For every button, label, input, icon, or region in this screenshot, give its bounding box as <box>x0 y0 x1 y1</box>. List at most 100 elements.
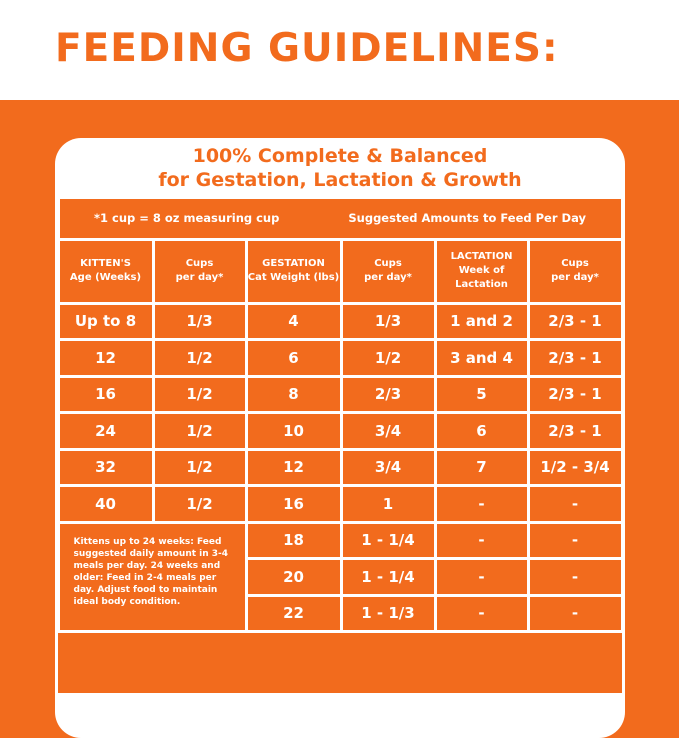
cell-text: 1/2 <box>186 458 213 477</box>
table-cell: 24 <box>59 414 152 448</box>
table-cell: 2/3 <box>342 377 434 411</box>
table-cell: 6 <box>247 341 340 375</box>
header-band <box>0 0 679 100</box>
table-cell: 1/2 <box>154 414 245 448</box>
cell-text: 2/3 <box>374 385 402 404</box>
table-cell: 12 <box>247 450 340 484</box>
cell-text: 1/2 <box>186 385 213 404</box>
cell-text: 12 <box>95 348 116 367</box>
table-cell: - <box>436 596 527 630</box>
note-cell: Kittens up to 24 weeks: Feed suggested d… <box>59 523 245 630</box>
table-cell: 2/3 - 1 <box>529 304 621 338</box>
table-cell: - <box>529 523 621 557</box>
cell-text: 16 <box>95 385 116 404</box>
cell-text: 1/2 - 3/4 <box>540 458 610 477</box>
cell-text: 12 <box>283 458 304 477</box>
cell-text: 1/3 <box>374 312 402 331</box>
cell-text: - <box>478 604 485 623</box>
cell-text: 10 <box>283 421 304 440</box>
table-cell: 3 and 4 <box>436 341 527 375</box>
cell-text: 24 <box>95 421 116 440</box>
cell-text: 22 <box>283 604 304 623</box>
table-cell: 12 <box>59 341 152 375</box>
cell-text: 2/3 - 1 <box>548 312 602 331</box>
cell-text: 1/2 <box>186 494 213 513</box>
cell-text: - <box>571 604 579 623</box>
cell-text: 4 <box>288 312 299 331</box>
cell-text: 16 <box>283 494 304 513</box>
table-cell: - <box>436 523 527 557</box>
table-cell: 7 <box>436 450 527 484</box>
table-cell: 2/3 - 1 <box>529 341 621 375</box>
table-cell: 1/2 <box>154 341 245 375</box>
top-note: *1 cup = 8 oz measuring cup <box>94 211 280 225</box>
table-cell: 1/2 <box>154 487 245 521</box>
cell-text: 1 - 1/3 <box>361 604 415 623</box>
table-cell: 1/2 <box>154 377 245 411</box>
table-cell: Up to 8 <box>59 304 152 338</box>
column-header: KITTEN'S Age (Weeks) <box>59 240 152 302</box>
cell-text: - <box>571 531 579 550</box>
column-header: Cups per day* <box>154 240 245 302</box>
table-cell: 5 <box>436 377 527 411</box>
cell-text: 5 <box>476 385 487 404</box>
table-cell: 3/4 <box>342 414 434 448</box>
cell-text: 2/3 - 1 <box>548 348 602 367</box>
card-heading: 100% Complete & Balanced <box>192 145 488 167</box>
cell-text: - <box>478 531 485 550</box>
cell-text: 6 <box>288 348 299 367</box>
cell-text: 1 - 1/4 <box>361 531 415 550</box>
cell-text: 32 <box>95 458 116 477</box>
cell-text: 1/3 <box>186 312 213 331</box>
cell-text: 1/2 <box>186 421 213 440</box>
table-cell: 16 <box>59 377 152 411</box>
table-cell: 3/4 <box>342 450 434 484</box>
table-cell: 1/2 <box>154 450 245 484</box>
table-cell: 4 <box>247 304 340 338</box>
cell-text: 1 <box>382 494 394 513</box>
cell-text: Up to 8 <box>74 312 137 331</box>
cell-text: - <box>478 494 485 513</box>
cell-text: 20 <box>283 567 304 586</box>
cell-text: 3/4 <box>374 458 402 477</box>
top-row: *1 cup = 8 oz measuring cup Suggested Amo… <box>59 198 621 238</box>
table-cell: 20 <box>247 560 340 594</box>
table-cell: 1 - 1/3 <box>342 596 434 630</box>
cell-text: 7 <box>476 458 487 477</box>
table-cell: 1/3 <box>154 304 245 338</box>
table-cell: 22 <box>247 596 340 630</box>
table-cell: 10 <box>247 414 340 448</box>
note-text: Kittens up to 24 weeks: Feed suggested d… <box>73 536 229 607</box>
table-cell: 1 <box>342 487 434 521</box>
table-cell: 8 <box>247 377 340 411</box>
cell-text: 8 <box>288 385 299 404</box>
table-cell: 6 <box>436 414 527 448</box>
column-header: GESTATION Cat Weight (lbs) <box>247 240 340 302</box>
cell-text: 1 - 1/4 <box>361 567 415 586</box>
table-cell: 1 - 1/4 <box>342 560 434 594</box>
cell-text: 3/4 <box>374 421 402 440</box>
table-footer <box>58 633 622 693</box>
column-header: Cups per day* <box>529 240 621 302</box>
cell-text: 3 and 4 <box>450 348 513 367</box>
cell-text: - <box>478 567 485 586</box>
table-cell: 2/3 - 1 <box>529 377 621 411</box>
table-cell: - <box>436 560 527 594</box>
cell-text: 40 <box>95 494 116 513</box>
table-cell: 32 <box>59 450 152 484</box>
table-cell: 16 <box>247 487 340 521</box>
table-cell: - <box>529 487 621 521</box>
column-header-text: KITTEN'S Age (Weeks) <box>69 258 142 283</box>
table-cell: 18 <box>247 523 340 557</box>
table-cell: - <box>436 487 527 521</box>
table-cell: 1 - 1/4 <box>342 523 434 557</box>
card-heading: for Gestation, Lactation & Growth <box>158 169 522 191</box>
column-header-text: GESTATION Cat Weight (lbs) <box>247 258 340 283</box>
table-cell: 1/3 <box>342 304 434 338</box>
table-cell: 1/2 <box>342 341 434 375</box>
column-header-text: Cups per day* <box>551 258 599 283</box>
table-cell: 1 and 2 <box>436 304 527 338</box>
table-cell: 1/2 - 3/4 <box>529 450 621 484</box>
title: FEEDING GUIDELINES: <box>55 26 559 71</box>
